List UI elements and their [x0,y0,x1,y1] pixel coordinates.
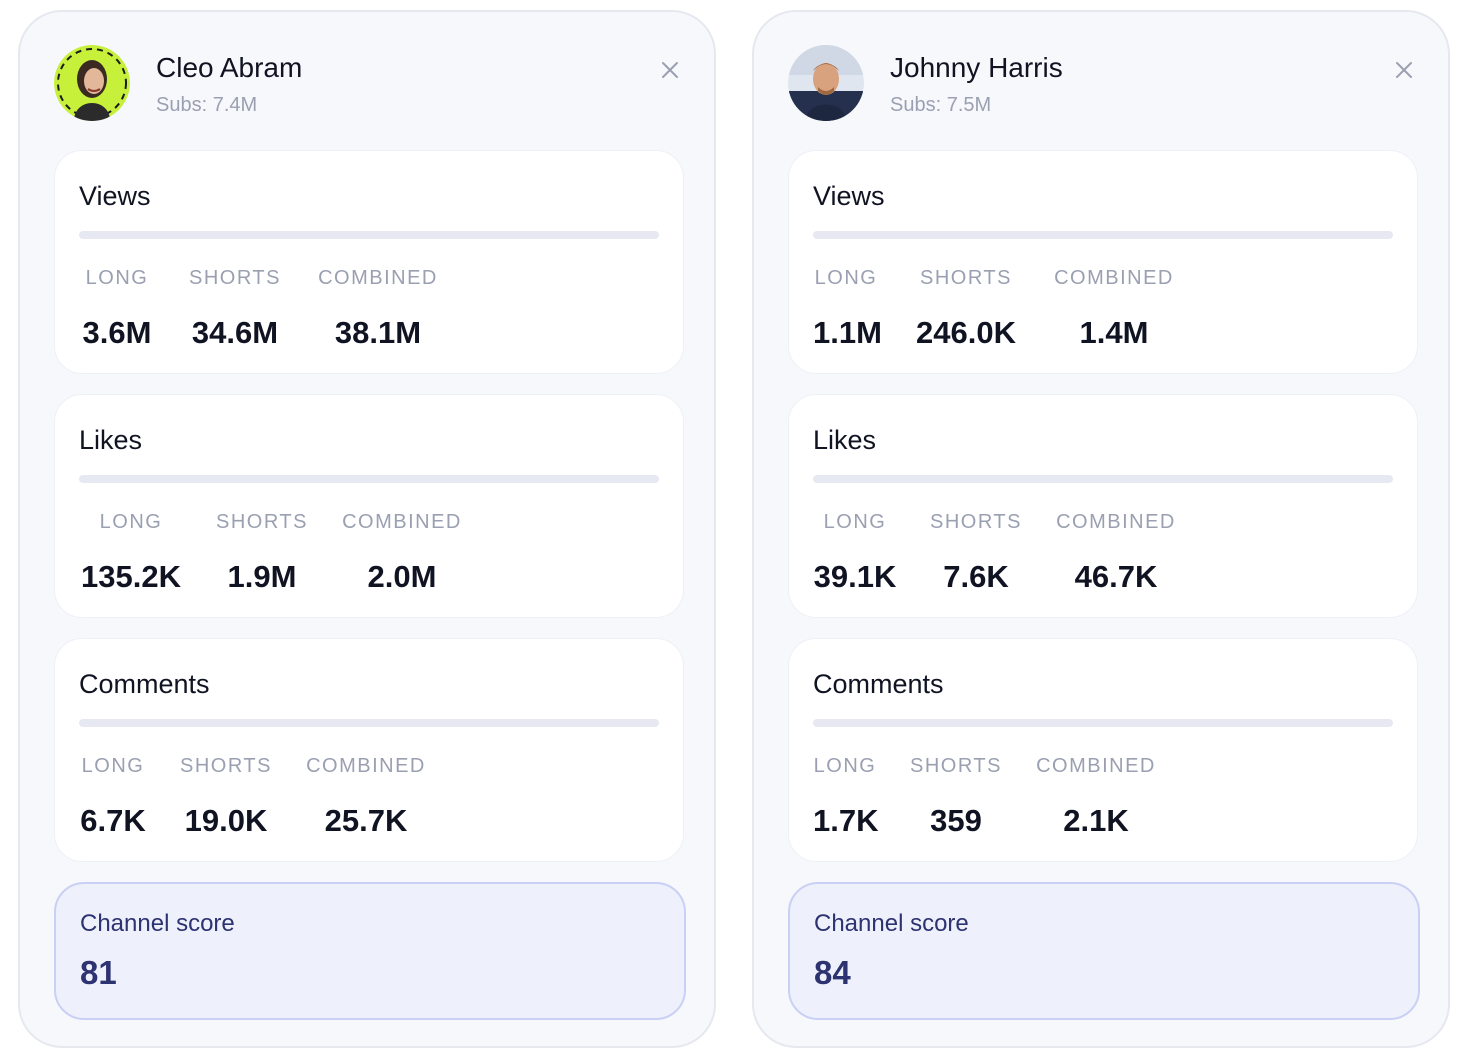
stat-shorts: SHORTS 246.0K [911,267,1021,351]
stat-label: LONG [99,511,163,533]
stat-shorts: SHORTS 359 [907,755,1005,839]
stats-row: LONG 135.2K SHORTS 1.9M COMBINED 2.0M [79,511,659,594]
stat-shorts: SHORTS 19.0K [177,755,275,839]
channel-score-panel: Channel score 81 [54,882,686,1020]
channel-name: Johnny Harris [890,52,1063,83]
stat-label: COMBINED [1036,755,1156,777]
stat-combined: COMBINED 46.7K [1053,511,1179,595]
comments-panel: Comments LONG 1.7K SHORTS 359 COMBINED 2… [788,638,1418,862]
stat-value: 135.2K [81,559,181,594]
avatar [54,45,130,121]
stat-value: 46.7K [1074,559,1158,594]
avatar-photo-icon [54,45,130,121]
stat-long: LONG 135.2K [79,511,183,595]
stat-label: COMBINED [1054,267,1174,289]
subscriber-count: Subs: 7.5M [890,94,992,116]
metric-bar [813,475,1393,483]
metric-bar [813,231,1393,239]
metric-title: Comments [813,669,944,699]
channel-name: Cleo Abram [156,52,303,83]
score-value: 84 [814,954,851,991]
stats-row: LONG 39.1K SHORTS 7.6K COMBINED 46.7K [813,511,1393,594]
stat-combined: COMBINED 2.0M [339,511,465,595]
metric-bar [813,719,1393,727]
close-icon[interactable] [1394,60,1414,80]
stat-label: COMBINED [318,267,438,289]
stat-label: COMBINED [1056,511,1176,533]
stat-value: 39.1K [813,559,897,594]
stat-label: COMBINED [306,755,426,777]
stat-value: 2.0M [367,559,437,594]
stat-value: 246.0K [916,315,1016,350]
score-label: Channel score [80,910,235,937]
stat-value: 1.4M [1079,315,1149,350]
stat-label: SHORTS [189,267,281,289]
comments-panel: Comments LONG 6.7K SHORTS 19.0K COMBINED… [54,638,684,862]
stat-shorts: SHORTS 7.6K [927,511,1025,595]
metric-title: Likes [79,425,143,455]
stat-value: 7.6K [943,559,1009,594]
stats-row: LONG 1.7K SHORTS 359 COMBINED 2.1K [813,755,1393,838]
metric-title: Views [79,181,151,211]
stat-label: LONG [814,267,878,289]
stat-combined: COMBINED 1.4M [1051,267,1177,351]
stat-label: COMBINED [342,511,462,533]
stats-row: LONG 3.6M SHORTS 34.6M COMBINED 38.1M [79,267,659,350]
stat-value: 25.7K [324,803,408,838]
stat-value: 38.1M [334,315,422,350]
score-label: Channel score [814,910,969,937]
stat-long: LONG 1.7K [813,755,879,839]
stat-value: 6.7K [80,803,146,838]
avatar [788,45,864,121]
stat-value: 34.6M [191,315,279,350]
stat-combined: COMBINED 2.1K [1033,755,1159,839]
stat-label: SHORTS [920,267,1012,289]
likes-panel: Likes LONG 39.1K SHORTS 7.6K COMBINED 46… [788,394,1418,618]
close-icon[interactable] [660,60,680,80]
stats-row: LONG 6.7K SHORTS 19.0K COMBINED 25.7K [79,755,659,838]
channel-score-panel: Channel score 84 [788,882,1420,1020]
stat-value: 1.1M [813,315,882,350]
subscriber-count: Subs: 7.4M [156,94,258,116]
stat-value: 1.7K [813,803,879,838]
stat-value: 3.6M [82,315,152,350]
stat-label: LONG [813,755,877,777]
stat-value: 2.1K [1063,803,1129,838]
stat-long: LONG 39.1K [813,511,897,595]
views-panel: Views LONG 1.1M SHORTS 246.0K COMBINED 1… [788,150,1418,374]
stat-label: LONG [823,511,887,533]
stat-combined: COMBINED 25.7K [303,755,429,839]
stats-row: LONG 1.1M SHORTS 246.0K COMBINED 1.4M [813,267,1393,350]
channel-card-johnny-harris: Johnny Harris Subs: 7.5M Views LONG 1.1M… [752,10,1450,1048]
stat-long: LONG 3.6M [79,267,155,351]
metric-title: Views [813,181,885,211]
stat-label: SHORTS [216,511,308,533]
likes-panel: Likes LONG 135.2K SHORTS 1.9M COMBINED 2… [54,394,684,618]
score-value: 81 [80,954,117,991]
metric-title: Likes [813,425,877,455]
stat-shorts: SHORTS 1.9M [213,511,311,595]
stat-value: 19.0K [184,803,268,838]
avatar-photo-icon [788,45,864,121]
stat-value: 1.9M [227,559,297,594]
stat-shorts: SHORTS 34.6M [187,267,283,351]
metric-bar [79,475,659,483]
stat-label: SHORTS [910,755,1002,777]
stat-label: SHORTS [180,755,272,777]
stat-value: 359 [930,803,982,838]
views-panel: Views LONG 3.6M SHORTS 34.6M COMBINED 38… [54,150,684,374]
stat-label: LONG [81,755,145,777]
stat-label: LONG [85,267,149,289]
metric-bar [79,231,659,239]
stat-long: LONG 6.7K [79,755,147,839]
stat-long: LONG 1.1M [813,267,882,351]
channel-card-cleo-abram: Cleo Abram Subs: 7.4M Views LONG 3.6M SH… [18,10,716,1048]
metric-title: Comments [79,669,210,699]
stat-label: SHORTS [930,511,1022,533]
metric-bar [79,719,659,727]
stat-combined: COMBINED 38.1M [315,267,441,351]
